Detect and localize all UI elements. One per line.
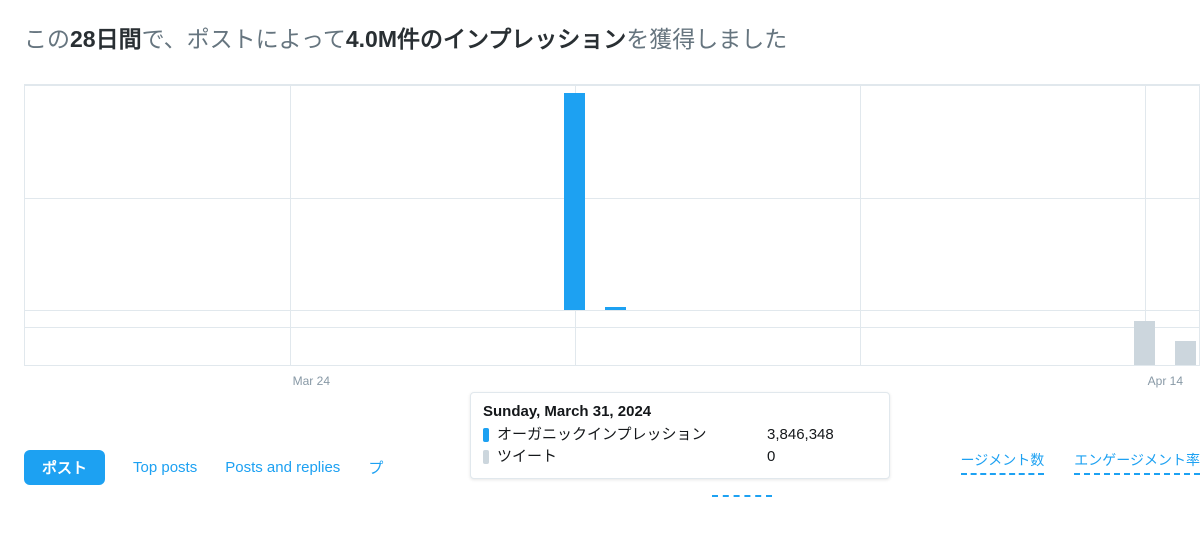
metrics-row: ージメント数 エンゲージメント率	[961, 450, 1200, 475]
chart-bar[interactable]	[1134, 321, 1154, 365]
tooltip-row: ツイート 0	[483, 446, 877, 468]
tab-posts-and-replies[interactable]: Posts and replies	[225, 459, 340, 476]
headline-days: 28日間	[70, 26, 142, 52]
tooltip-value: 0	[767, 446, 775, 468]
chart-bar[interactable]	[1175, 341, 1195, 365]
chart-bar[interactable]	[564, 93, 584, 310]
headline-post: を獲得しました	[626, 26, 787, 52]
chart-tooltip: Sunday, March 31, 2024 オーガニックインプレッション 3,…	[470, 392, 890, 479]
impressions-chart: 2.0M4.0M10Mar 24Apr 14	[24, 84, 1200, 384]
headline-pre: この	[24, 26, 70, 52]
tooltip-row: オーガニックインプレッション 3,846,348	[483, 424, 877, 446]
metric-stub	[712, 495, 772, 497]
x-axis-label: Apr 14	[1148, 374, 1183, 388]
tooltip-label: オーガニックインプレッション	[497, 424, 767, 446]
metric-engagements[interactable]: ージメント数	[961, 450, 1045, 475]
tooltip-value: 3,846,348	[767, 424, 834, 446]
swatch-icon	[483, 428, 489, 442]
swatch-icon	[483, 450, 489, 464]
headline-mid: で、ポストによって	[142, 26, 346, 52]
tab-promoted[interactable]: プ	[368, 457, 383, 478]
tab-posts-active[interactable]: ポスト	[24, 450, 105, 485]
headline-count: 4.0M件のインプレッション	[346, 26, 626, 52]
tooltip-date: Sunday, March 31, 2024	[483, 403, 877, 420]
metric-engagement-rate[interactable]: エンゲージメント率	[1074, 450, 1200, 475]
tooltip-label: ツイート	[497, 446, 767, 468]
tab-top-posts[interactable]: Top posts	[133, 459, 197, 476]
tabs-bar: ポスト Top posts Posts and replies プ	[24, 450, 383, 485]
headline: この28日間で、ポストによって4.0M件のインプレッションを獲得しました	[24, 20, 1200, 54]
x-axis-label: Mar 24	[293, 374, 330, 388]
